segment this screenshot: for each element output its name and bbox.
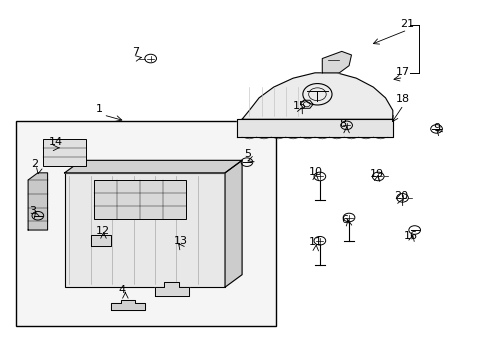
Text: 5: 5 xyxy=(244,149,251,159)
Text: 2: 2 xyxy=(31,159,39,170)
Bar xyxy=(42,139,86,166)
Text: 15: 15 xyxy=(292,100,306,111)
Polygon shape xyxy=(111,300,144,310)
Bar xyxy=(64,173,224,287)
Text: 3: 3 xyxy=(30,206,37,216)
Text: 20: 20 xyxy=(393,190,407,201)
Text: 7: 7 xyxy=(131,47,139,57)
Text: 1: 1 xyxy=(96,104,103,114)
Polygon shape xyxy=(28,173,47,230)
Polygon shape xyxy=(154,282,188,296)
Polygon shape xyxy=(237,119,392,137)
Text: 4: 4 xyxy=(118,284,125,294)
Text: 21: 21 xyxy=(399,19,413,29)
Text: 16: 16 xyxy=(403,231,417,241)
Text: 10: 10 xyxy=(308,167,322,177)
Text: 19: 19 xyxy=(369,169,383,179)
Polygon shape xyxy=(224,160,242,287)
Text: 14: 14 xyxy=(49,137,63,147)
Text: 12: 12 xyxy=(96,226,110,236)
Polygon shape xyxy=(64,160,242,173)
Bar xyxy=(16,121,276,327)
Text: 18: 18 xyxy=(395,94,409,104)
Text: 13: 13 xyxy=(174,236,187,246)
Text: 17: 17 xyxy=(395,67,409,77)
Text: 6: 6 xyxy=(341,215,348,225)
Polygon shape xyxy=(322,51,351,73)
Bar xyxy=(94,180,186,219)
Text: 9: 9 xyxy=(432,123,439,133)
Text: 8: 8 xyxy=(339,119,346,129)
Polygon shape xyxy=(91,235,111,246)
Polygon shape xyxy=(242,73,392,119)
Text: 11: 11 xyxy=(308,237,322,247)
